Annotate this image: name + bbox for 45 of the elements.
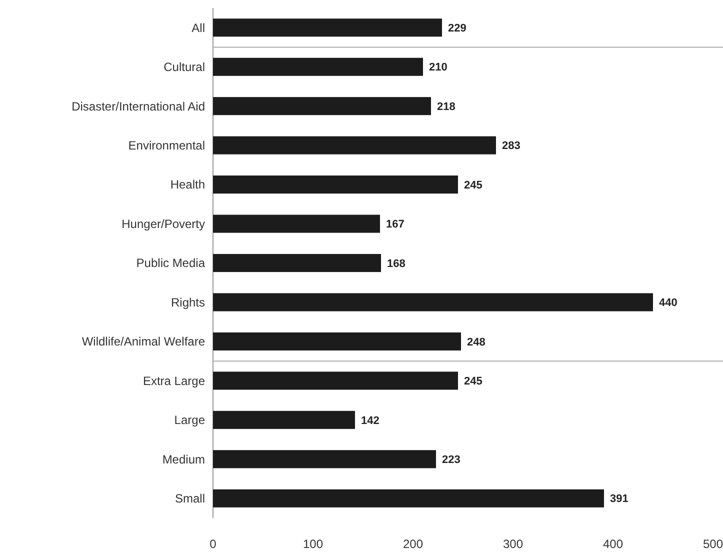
data-label: 229 <box>448 22 466 34</box>
bar <box>213 372 458 390</box>
data-label: 283 <box>502 140 520 152</box>
x-tick-label: 300 <box>502 537 524 551</box>
y-tick-label: Large <box>174 413 206 428</box>
bar <box>213 58 423 76</box>
bar <box>213 332 461 350</box>
x-tick-label: 400 <box>602 537 624 551</box>
x-tick-label: 0 <box>210 537 217 551</box>
bar <box>213 254 381 272</box>
bar <box>213 450 436 468</box>
y-tick-label: Cultural <box>164 60 205 74</box>
y-tick-label: Disaster/International Aid <box>72 99 205 114</box>
y-tick-label: Medium <box>162 452 205 466</box>
bar <box>213 97 431 116</box>
y-tick-label: Hunger/Poverty <box>122 216 205 231</box>
data-label: 245 <box>464 179 482 192</box>
bar <box>213 214 380 233</box>
data-label: 142 <box>361 414 380 427</box>
y-tick-label: Rights <box>170 295 205 310</box>
bar <box>213 489 604 508</box>
x-tick-label: 200 <box>402 537 424 551</box>
data-label: 440 <box>659 297 678 310</box>
x-tick-label: 100 <box>302 537 324 551</box>
y-tick-label: Extra Large <box>142 374 206 388</box>
data-label: 210 <box>429 62 448 74</box>
y-tick-label: All <box>192 20 205 35</box>
data-label: 248 <box>467 336 486 348</box>
data-label: 391 <box>610 493 628 506</box>
y-tick-label: Environmental <box>128 138 205 153</box>
bar <box>213 293 653 312</box>
y-tick-label: Health <box>170 178 205 192</box>
data-label: 223 <box>442 454 460 466</box>
bar <box>213 136 496 154</box>
y-tick-label: Public Media <box>136 256 206 270</box>
data-label: 167 <box>386 218 404 231</box>
bar <box>213 18 442 37</box>
data-label: 168 <box>387 258 406 270</box>
y-tick-label: Small <box>174 492 205 506</box>
bar <box>213 410 355 429</box>
x-tick-label: 500 <box>702 537 723 551</box>
bar <box>213 176 458 194</box>
data-label: 218 <box>437 100 456 113</box>
y-tick-label: Wildlife/Animal Welfare <box>82 334 206 349</box>
data-label: 245 <box>464 376 482 388</box>
